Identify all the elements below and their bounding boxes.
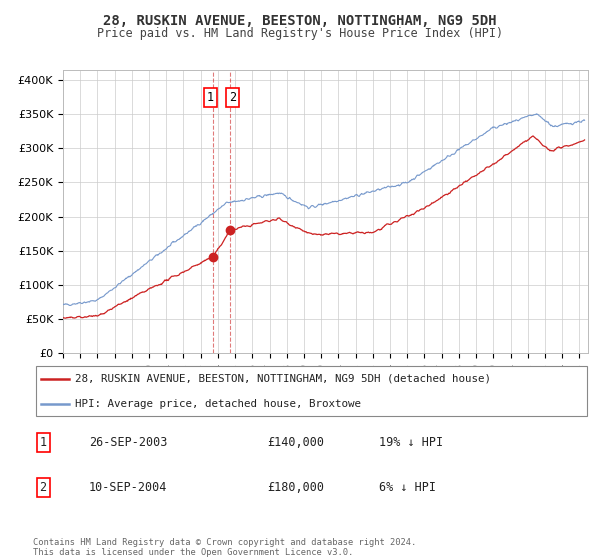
Text: 1: 1: [206, 91, 214, 104]
Text: 10-SEP-2004: 10-SEP-2004: [89, 482, 167, 494]
Text: 28, RUSKIN AVENUE, BEESTON, NOTTINGHAM, NG9 5DH (detached house): 28, RUSKIN AVENUE, BEESTON, NOTTINGHAM, …: [75, 374, 491, 384]
Text: £180,000: £180,000: [268, 482, 325, 494]
Text: 2: 2: [40, 482, 47, 494]
Text: 1: 1: [40, 436, 47, 449]
Text: 2: 2: [229, 91, 236, 104]
Text: Price paid vs. HM Land Registry's House Price Index (HPI): Price paid vs. HM Land Registry's House …: [97, 27, 503, 40]
Text: 26-SEP-2003: 26-SEP-2003: [89, 436, 167, 449]
Text: HPI: Average price, detached house, Broxtowe: HPI: Average price, detached house, Brox…: [75, 399, 361, 409]
Text: Contains HM Land Registry data © Crown copyright and database right 2024.
This d: Contains HM Land Registry data © Crown c…: [33, 538, 416, 557]
Text: 19% ↓ HPI: 19% ↓ HPI: [379, 436, 443, 449]
Text: 6% ↓ HPI: 6% ↓ HPI: [379, 482, 436, 494]
FancyBboxPatch shape: [36, 366, 587, 416]
Text: £140,000: £140,000: [268, 436, 325, 449]
Text: 28, RUSKIN AVENUE, BEESTON, NOTTINGHAM, NG9 5DH: 28, RUSKIN AVENUE, BEESTON, NOTTINGHAM, …: [103, 14, 497, 28]
